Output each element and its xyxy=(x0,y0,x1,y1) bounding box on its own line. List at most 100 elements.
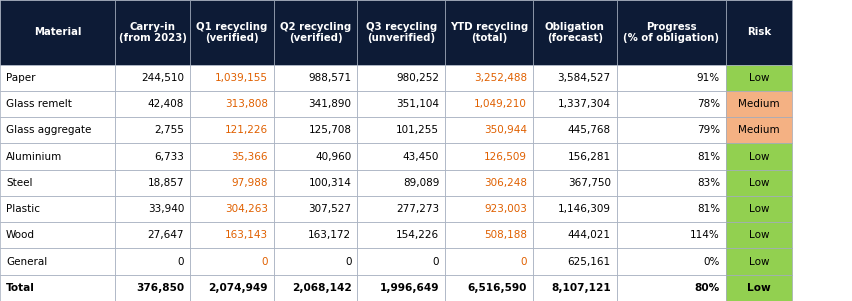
Bar xyxy=(532,117,616,144)
Text: 91%: 91% xyxy=(696,73,719,83)
Text: 2,755: 2,755 xyxy=(154,125,184,135)
Bar xyxy=(445,196,532,222)
Bar xyxy=(532,144,616,170)
Bar xyxy=(273,144,357,170)
Text: 351,104: 351,104 xyxy=(396,99,439,109)
Bar xyxy=(616,222,725,249)
Bar xyxy=(532,196,616,222)
Bar xyxy=(273,222,357,249)
Text: 1,049,210: 1,049,210 xyxy=(474,99,527,109)
Bar xyxy=(725,275,792,301)
Bar xyxy=(115,0,190,65)
Bar xyxy=(445,222,532,249)
Bar xyxy=(725,196,792,222)
Text: 18,857: 18,857 xyxy=(147,178,184,188)
Text: 6,516,590: 6,516,590 xyxy=(467,283,527,293)
Bar xyxy=(273,170,357,196)
Bar xyxy=(357,275,445,301)
Bar xyxy=(0,170,115,196)
Text: 923,003: 923,003 xyxy=(484,204,527,214)
Text: 156,281: 156,281 xyxy=(567,152,610,162)
Text: 980,252: 980,252 xyxy=(396,73,439,83)
Text: Low: Low xyxy=(748,73,769,83)
Text: Aluminium: Aluminium xyxy=(6,152,62,162)
Bar xyxy=(357,117,445,144)
Text: 444,021: 444,021 xyxy=(567,230,610,240)
Text: 97,988: 97,988 xyxy=(231,178,268,188)
Text: Glass aggregate: Glass aggregate xyxy=(6,125,91,135)
Text: 367,750: 367,750 xyxy=(567,178,610,188)
Bar xyxy=(273,196,357,222)
Text: Risk: Risk xyxy=(746,27,770,37)
Text: 0: 0 xyxy=(177,257,184,267)
Bar xyxy=(115,65,190,91)
Text: Low: Low xyxy=(748,230,769,240)
Text: 2,074,949: 2,074,949 xyxy=(208,283,268,293)
Text: 101,255: 101,255 xyxy=(396,125,439,135)
Bar xyxy=(532,65,616,91)
Bar xyxy=(357,222,445,249)
Text: Plastic: Plastic xyxy=(6,204,40,214)
Text: 78%: 78% xyxy=(696,99,719,109)
Bar xyxy=(115,275,190,301)
Bar xyxy=(616,275,725,301)
Text: 1,996,649: 1,996,649 xyxy=(379,283,439,293)
Bar xyxy=(357,196,445,222)
Text: 126,509: 126,509 xyxy=(484,152,527,162)
Bar xyxy=(445,0,532,65)
Text: Q2 recycling
(verified): Q2 recycling (verified) xyxy=(279,22,351,43)
Bar xyxy=(273,0,357,65)
Bar xyxy=(616,65,725,91)
Text: Q3 recycling
(unverified): Q3 recycling (unverified) xyxy=(366,22,436,43)
Text: 3,252,488: 3,252,488 xyxy=(474,73,527,83)
Bar xyxy=(532,275,616,301)
Text: 2,068,142: 2,068,142 xyxy=(291,283,351,293)
Bar xyxy=(115,170,190,196)
Text: Low: Low xyxy=(748,204,769,214)
Text: 100,314: 100,314 xyxy=(308,178,351,188)
Text: Medium: Medium xyxy=(738,125,779,135)
Bar xyxy=(115,222,190,249)
Bar xyxy=(357,65,445,91)
Bar xyxy=(445,275,532,301)
Bar xyxy=(445,65,532,91)
Text: 8,107,121: 8,107,121 xyxy=(550,283,610,293)
Bar xyxy=(190,222,273,249)
Bar xyxy=(357,0,445,65)
Bar xyxy=(115,196,190,222)
Text: Wood: Wood xyxy=(6,230,35,240)
Text: 307,527: 307,527 xyxy=(308,204,351,214)
Bar xyxy=(190,65,273,91)
Text: Low: Low xyxy=(748,257,769,267)
Text: 0%: 0% xyxy=(703,257,719,267)
Text: Glass remelt: Glass remelt xyxy=(6,99,72,109)
Bar xyxy=(273,91,357,117)
Text: 350,944: 350,944 xyxy=(484,125,527,135)
Bar xyxy=(0,249,115,275)
Bar xyxy=(190,249,273,275)
Bar xyxy=(190,196,273,222)
Text: 121,226: 121,226 xyxy=(224,125,268,135)
Bar xyxy=(445,117,532,144)
Text: 163,143: 163,143 xyxy=(224,230,268,240)
Bar xyxy=(190,170,273,196)
Text: Low: Low xyxy=(748,178,769,188)
Text: 114%: 114% xyxy=(689,230,719,240)
Text: 445,768: 445,768 xyxy=(567,125,610,135)
Text: 33,940: 33,940 xyxy=(147,204,184,214)
Text: 1,337,304: 1,337,304 xyxy=(557,99,610,109)
Bar xyxy=(115,117,190,144)
Text: General: General xyxy=(6,257,47,267)
Text: 40,960: 40,960 xyxy=(315,152,351,162)
Bar xyxy=(190,0,273,65)
Bar xyxy=(616,91,725,117)
Bar xyxy=(725,144,792,170)
Text: Progress
(% of obligation): Progress (% of obligation) xyxy=(623,22,718,43)
Bar xyxy=(532,249,616,275)
Bar xyxy=(190,117,273,144)
Text: Steel: Steel xyxy=(6,178,32,188)
Text: Q1 recycling
(verified): Q1 recycling (verified) xyxy=(196,22,268,43)
Bar xyxy=(0,0,115,65)
Bar xyxy=(273,117,357,144)
Text: 0: 0 xyxy=(344,257,351,267)
